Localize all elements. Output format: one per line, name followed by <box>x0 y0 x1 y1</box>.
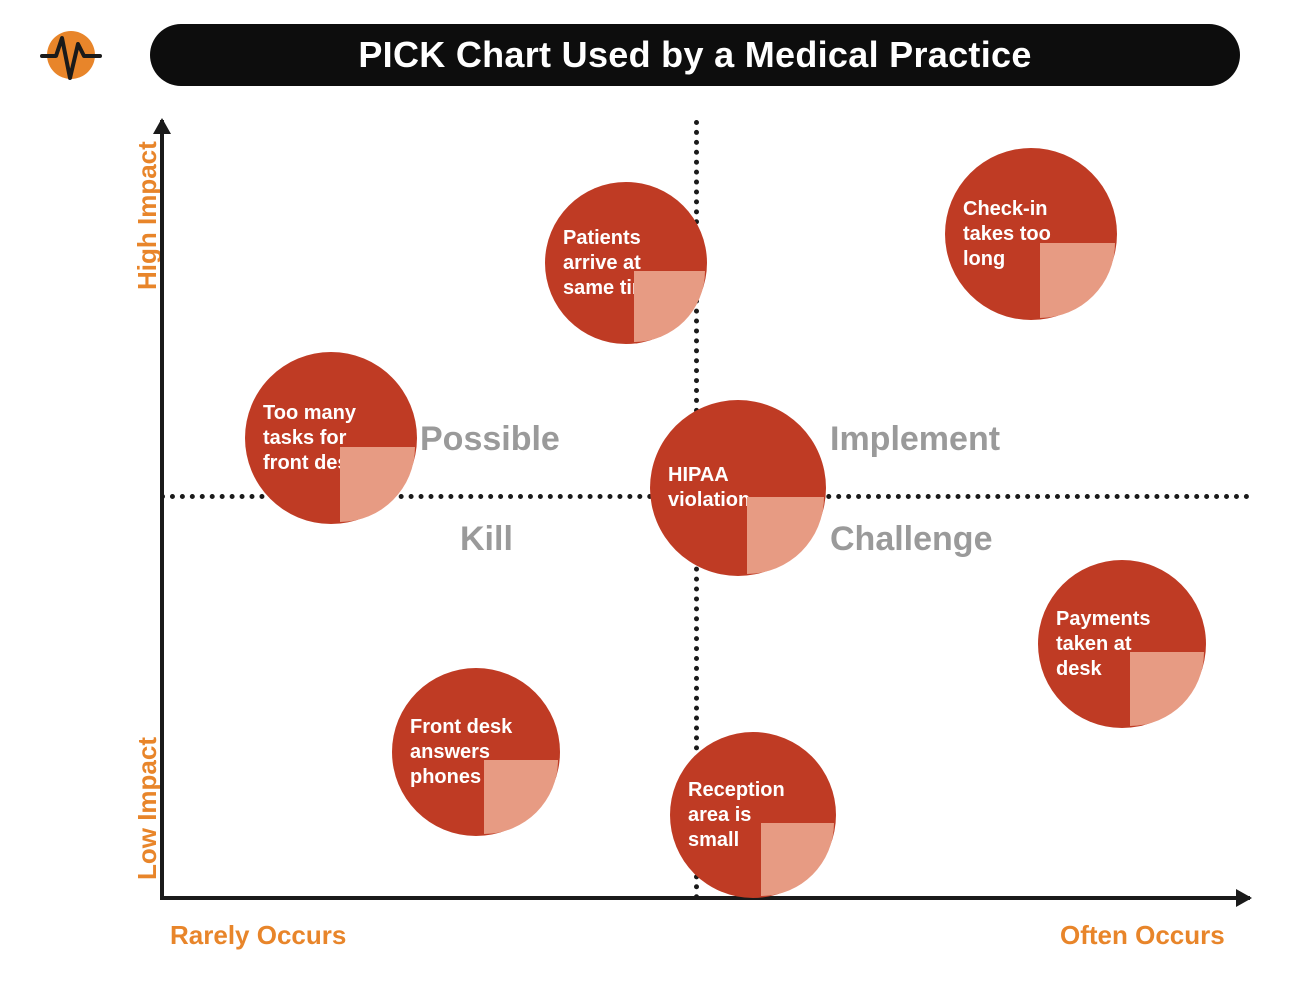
note-hipaa: HIPAA violation <box>650 400 826 576</box>
page-title: PICK Chart Used by a Medical Practice <box>358 34 1031 76</box>
quad-label-possible: Possible <box>420 420 560 459</box>
quad-label-implement: Implement <box>830 420 1000 459</box>
canvas: PICK Chart Used by a Medical Practice Hi… <box>0 0 1300 1000</box>
note-payments-desk: Payments taken at desk <box>1038 560 1206 728</box>
x-axis-label-often: Often Occurs <box>1060 920 1225 951</box>
note-curl-icon <box>484 760 558 834</box>
y-axis-arrow-icon <box>153 118 171 134</box>
note-too-many-tasks: Too many tasks for front desk <box>245 352 417 524</box>
x-axis <box>160 896 1250 900</box>
note-curl-icon <box>340 447 416 523</box>
note-curl-icon <box>1130 652 1204 726</box>
note-reception-small: Reception area is small <box>670 732 836 898</box>
note-patients-arrive: Patients arrive at same time <box>545 182 707 344</box>
note-curl-icon <box>761 823 834 896</box>
quad-label-kill: Kill <box>460 520 513 559</box>
y-axis-label-high: High Impact <box>132 141 163 290</box>
quad-label-challenge: Challenge <box>830 520 992 559</box>
y-axis-label-low: Low Impact <box>132 737 163 880</box>
note-curl-icon <box>1040 243 1116 319</box>
note-front-desk-phones: Front desk answers phones <box>392 668 560 836</box>
x-axis-arrow-icon <box>1236 889 1252 907</box>
logo-icon <box>38 22 104 88</box>
y-axis <box>160 120 164 900</box>
title-bar: PICK Chart Used by a Medical Practice <box>150 24 1240 86</box>
pick-chart: Possible Implement Kill Challenge Patien… <box>160 120 1250 900</box>
note-curl-icon <box>747 497 824 574</box>
note-checkin-long: Check-in takes too long <box>945 148 1117 320</box>
x-axis-label-rarely: Rarely Occurs <box>170 920 346 951</box>
